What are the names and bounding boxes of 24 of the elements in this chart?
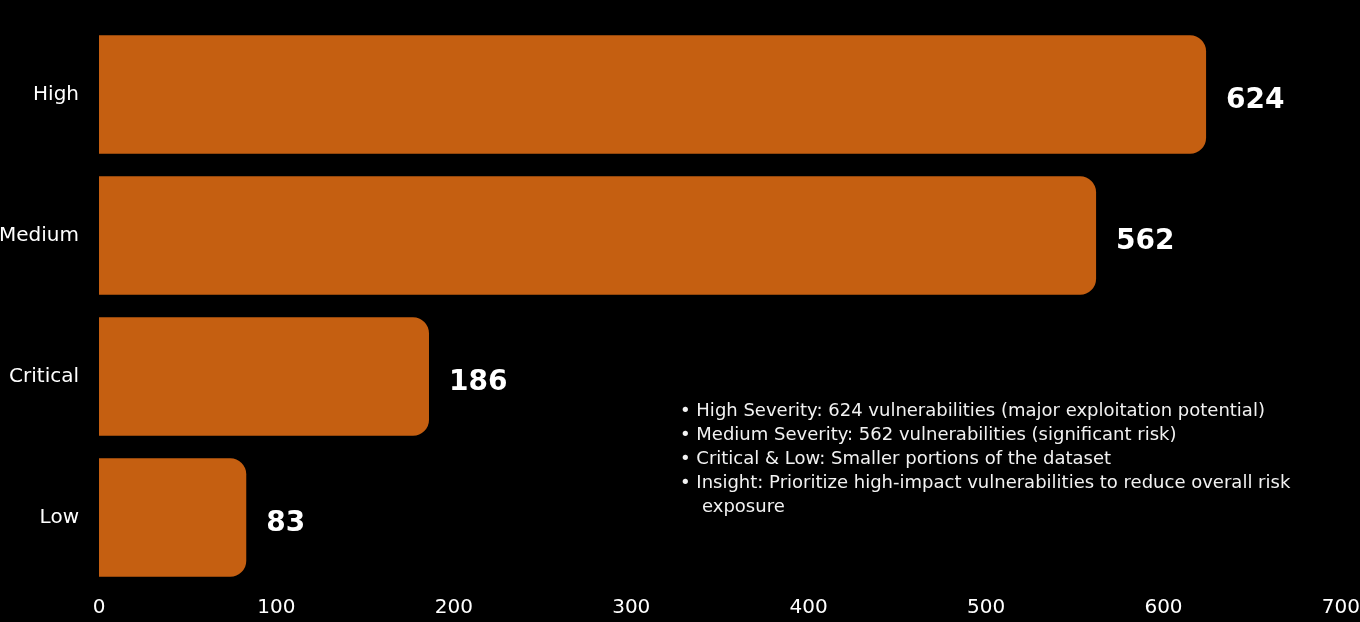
data-label: 186 [448, 363, 508, 397]
bar [99, 176, 1097, 295]
x-tick-label: 0 [92, 594, 106, 619]
x-tick-label: 200 [434, 594, 473, 619]
x-tick-label: 100 [257, 594, 296, 619]
x-tick-label: 300 [612, 594, 651, 619]
data-label: 83 [266, 504, 306, 538]
bar [99, 35, 1207, 154]
x-tick-label: 500 [966, 594, 1006, 619]
data-label: 562 [1116, 222, 1175, 256]
bar [99, 317, 429, 436]
x-tick-label: 400 [789, 594, 828, 619]
annotation: • High Severity: 624 vulnerabilities (major exploitation potential) [680, 398, 1266, 422]
x-tick-label: 700 [1321, 594, 1360, 619]
x-tick-label: 600 [1144, 594, 1183, 619]
annotation: • Insight: Prioritize high-impact vulnerabilities to reduce overall risk exposure [680, 470, 1292, 518]
y-tick-label: Medium [0, 221, 79, 246]
bar [99, 458, 247, 577]
annotation: • Medium Severity: 562 vulnerabilities (significant risk) [680, 422, 1178, 446]
data-label: 624 [1226, 81, 1285, 115]
y-tick-label: Critical [9, 362, 79, 387]
y-tick-label: Low [39, 503, 79, 528]
y-tick-label: High [33, 80, 79, 105]
annotation: • Critical & Low: Smaller portions of the dataset [680, 446, 1112, 470]
